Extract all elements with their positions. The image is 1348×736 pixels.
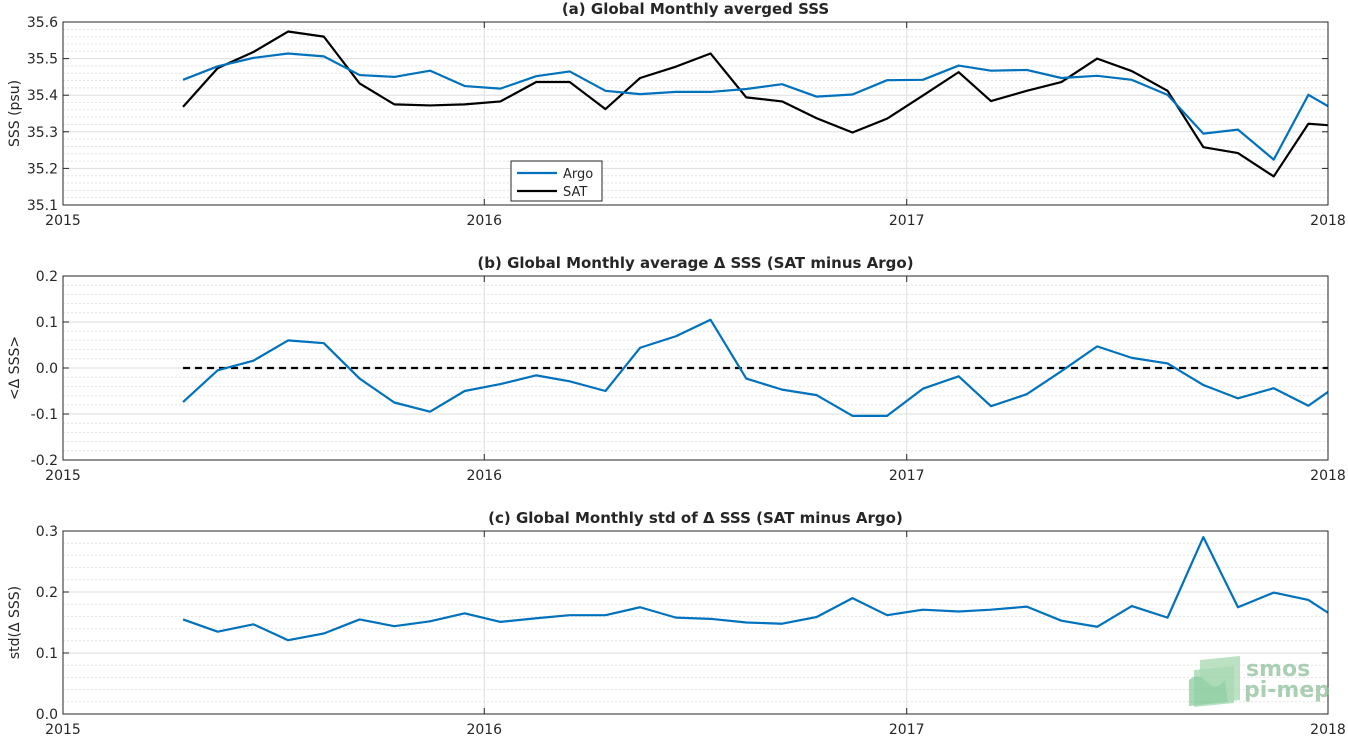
axes-box (62, 275, 1329, 461)
x-tick-label: 2017 (889, 213, 925, 229)
y-tick-label: 35.1 (27, 198, 58, 214)
y-axis-label: <Δ SSS> (7, 336, 23, 400)
y-axis-label: SSS (psu) (7, 80, 23, 147)
x-tick-label: 2016 (466, 213, 502, 229)
logo: smos pi-mep (1189, 656, 1330, 707)
delta-sss-series-line (182, 318, 1329, 417)
logo-line1: smos (1246, 657, 1310, 682)
sat-series-line (182, 30, 1329, 178)
x-tick-label: 2018 (1310, 213, 1346, 229)
legend: Argo SAT (510, 160, 603, 202)
x-tick-label: 2017 (889, 722, 925, 736)
chart-title: (c) Global Monthly std of Δ SSS (SAT min… (488, 509, 903, 527)
argo-series-line (182, 52, 1329, 161)
y-tick-label: 0.2 (36, 269, 58, 285)
x-tick-label: 2016 (466, 722, 502, 736)
y-tick-label: 0.0 (36, 361, 58, 377)
plot-area (63, 531, 1328, 714)
legend-label: SAT (563, 185, 587, 200)
chart-title: (b) Global Monthly average Δ SSS (SAT mi… (477, 254, 913, 272)
y-tick-label: 35.2 (27, 161, 58, 177)
panel-b: -0.2 -0.1 0.0 0.1 0.2 2015 2016 2017 2018 (b) Glo… (7, 254, 1346, 484)
wave-layers-icon (1189, 656, 1240, 707)
y-tick-label: 0.3 (36, 524, 58, 540)
x-tick-label: 2018 (1310, 468, 1346, 484)
legend-box (510, 160, 603, 202)
y-tick-label: 0.1 (36, 315, 58, 331)
x-tick-label: 2017 (889, 468, 925, 484)
panel-c: 0.0 0.1 0.2 0.3 2015 2016 2017 2018 (c) Global M… (7, 509, 1346, 736)
plot-area (63, 22, 1328, 205)
y-tick-label: 0.0 (36, 707, 58, 723)
axes-box (62, 530, 1329, 715)
y-tick-label: -0.2 (31, 453, 58, 469)
y-tick-label: 0.2 (36, 585, 58, 601)
axes-box (62, 21, 1329, 206)
x-tick-label: 2015 (45, 213, 81, 229)
x-tick-label: 2015 (45, 468, 81, 484)
legend-label: Argo (563, 167, 593, 182)
x-tick-label: 2016 (466, 468, 502, 484)
chart-title: (a) Global Monthly averged SSS (562, 0, 829, 18)
x-tick-label: 2018 (1310, 722, 1346, 736)
logo-line2: pi-mep (1244, 678, 1330, 703)
y-tick-label: -0.1 (31, 407, 58, 423)
y-tick-label: 35.3 (27, 125, 58, 141)
y-tick-label: 35.5 (27, 52, 58, 68)
panel-a: 35.1 35.2 35.3 35.4 35.5 35.6 2015 2016 2017 2018… (7, 0, 1346, 229)
delta-sss-series-line (182, 535, 1329, 642)
y-tick-label: 0.1 (36, 646, 58, 662)
x-tick-label: 2015 (45, 722, 81, 736)
y-tick-label: 35.6 (27, 15, 58, 31)
y-axis-label: std(Δ SSS) (7, 586, 23, 659)
y-tick-label: 35.4 (27, 88, 58, 104)
